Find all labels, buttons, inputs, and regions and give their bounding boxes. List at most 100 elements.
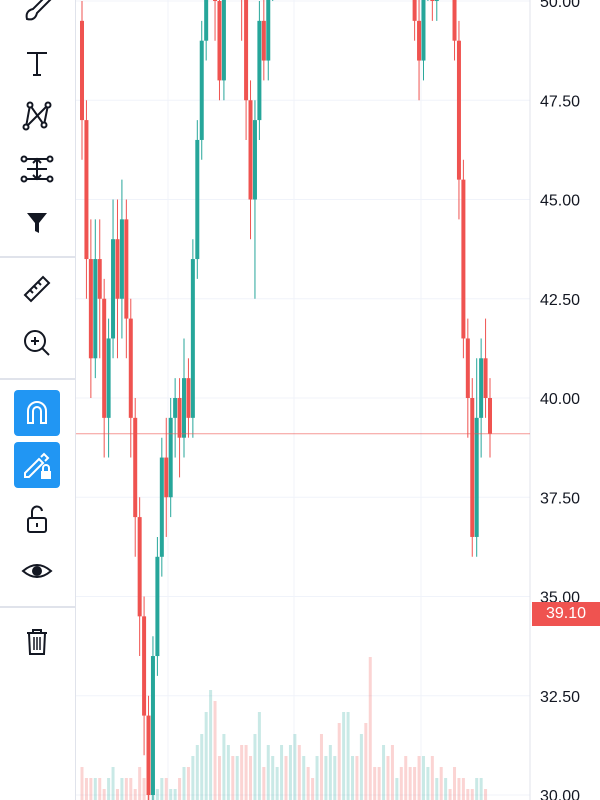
volume-bar [240,745,244,800]
volume-bar [249,756,253,800]
ruler-tool[interactable] [14,266,60,312]
candle-body [217,1,222,81]
volume-bar [84,778,88,800]
last-price-label: 39.10 [532,602,600,626]
candle-body [204,0,209,41]
volume-bar [373,767,377,800]
delete-tool[interactable] [14,618,60,664]
volume-bar [399,767,403,800]
volume-bar [413,767,417,800]
prediction-tool[interactable] [14,146,60,192]
candle-body [142,616,147,716]
volume-bar [426,767,430,800]
price-axis-label: 30.00 [540,788,580,800]
text-tool[interactable] [14,40,60,86]
brush-tool[interactable] [14,0,60,30]
price-axis-label: 32.50 [540,689,580,706]
candle-body [182,378,186,438]
candle-body [266,0,271,61]
candle-body [470,398,475,537]
volume-bar [160,778,164,800]
candle-body [128,318,133,418]
prediction-measure-icon [20,155,54,183]
volume-bar [333,756,337,800]
volume-bar [297,745,301,800]
volume-bar [368,657,372,800]
candle-body [88,259,93,359]
magnet-tool[interactable] [14,390,60,436]
volume-bar [395,778,399,800]
volume-bar [408,767,412,800]
candle-body [155,556,160,657]
candle-body [150,656,155,795]
volume-bar [213,701,217,800]
candle-body [261,20,266,61]
volume-bar [186,767,190,800]
visibility-tool[interactable] [14,548,60,594]
volume-bar [364,723,368,800]
volume-bar [280,745,284,800]
candle-body [252,120,257,200]
zoom-in-icon [24,330,50,356]
volume-bar [169,789,173,800]
volume-bar [484,789,488,800]
volume-bar [102,789,106,800]
candle-body [452,0,457,41]
volume-bar [182,767,186,800]
candle-body [106,338,111,418]
candle-body [111,239,116,339]
candle-body [412,0,417,21]
volume-bar [444,778,448,800]
volume-bar [115,789,119,800]
candle-body [115,239,120,299]
candle-body [244,0,249,101]
toolbar-divider [0,606,75,608]
candle-body [248,100,253,200]
volume-bar [453,767,457,800]
volume-bar [257,712,261,800]
volume-bar [466,789,470,800]
volume-bar [271,756,275,800]
lock-drawing-tool[interactable] [14,442,60,488]
volume-bar [439,767,443,800]
zoom-in-tool[interactable] [14,320,60,366]
volume-bar [461,778,465,800]
volume-bar [111,767,115,800]
unlock-tool[interactable] [14,496,60,542]
filter-tool[interactable] [14,198,60,244]
volume-bar [226,745,230,800]
filter-icon [27,213,47,233]
candlestick-chart[interactable]: 70.0067.5065.0062.5060.0057.5055.0052.50… [76,0,600,800]
volume-bar [448,789,452,800]
volume-bar [430,756,434,800]
volume-bar [155,789,159,800]
volume-bar [253,734,257,800]
volume-bar [346,712,350,800]
volume-bar [470,789,474,800]
pattern-icon [22,101,52,131]
volume-bar [93,778,97,800]
candle-body [173,398,178,418]
candle-body [456,40,461,180]
volume-bar [351,756,355,800]
volume-bar [107,778,111,800]
volume-bar [293,734,297,800]
volume-bar [231,756,235,800]
volume-bar [377,767,381,800]
candle-body [257,20,262,121]
candle-body [465,338,470,398]
magnet-icon [27,401,47,424]
candle-body [221,0,226,81]
volume-bar [417,756,421,800]
chart-area[interactable]: 70.0067.5065.0062.5060.0057.5055.0052.50… [76,0,600,800]
volume-bar [288,745,292,800]
volume-bar [382,745,386,800]
text-icon [27,52,47,76]
volume-bar [328,745,332,800]
candle-body [461,179,466,339]
pattern-tool[interactable] [14,92,60,138]
toolbar-divider [0,378,75,380]
volume-bar [195,745,199,800]
volume-bar [89,778,93,800]
candle-body [483,358,488,398]
